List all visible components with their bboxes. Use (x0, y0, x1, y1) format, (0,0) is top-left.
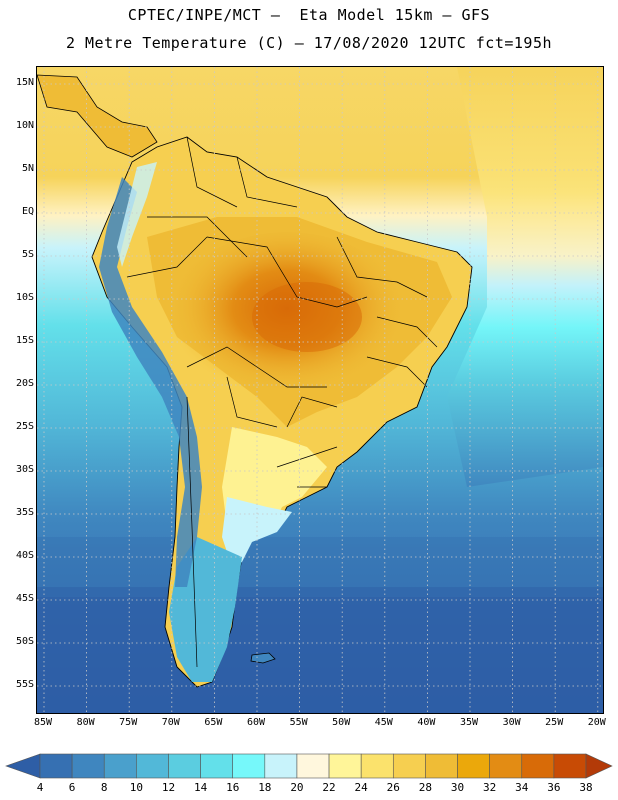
latitude-label: 5S (21, 249, 34, 260)
legend-tick-label: 8 (100, 781, 108, 794)
legend-swatch (200, 753, 234, 779)
legend-swatch (168, 753, 201, 779)
northern-andes-cool (117, 162, 157, 267)
latitude-label: EQ (21, 206, 34, 217)
legend-swatch (232, 753, 266, 779)
longitude-label: 20W (587, 717, 606, 728)
latitude-label: 25S (15, 421, 34, 432)
temperature-map (36, 66, 604, 714)
map-canvas (37, 67, 603, 713)
latitude-label: 35S (15, 507, 34, 518)
longitude-label: 50W (332, 717, 351, 728)
latitude-label: 10S (15, 292, 34, 303)
central-america-land (37, 74, 158, 158)
legend-swatch (392, 753, 426, 779)
legend-tick-label: 22 (322, 781, 336, 794)
longitude-label: 35W (459, 717, 479, 728)
longitude-label: 25W (545, 717, 564, 728)
longitude-label: 80W (76, 717, 95, 728)
legend-swatch (425, 753, 458, 779)
country-borders (126, 136, 438, 668)
southern-ocean-mid-band (37, 537, 603, 597)
legend-tick-label: 28 (418, 781, 433, 794)
legend-tick-label: 16 (226, 781, 240, 794)
legend-tick-label: 6 (68, 781, 76, 794)
legend-arrow-high (585, 753, 613, 779)
legend-swatch (103, 753, 137, 779)
longitude-label: 30W (502, 717, 521, 728)
legend-tick-label: 4 (36, 781, 44, 794)
longitude-label: 75W (119, 717, 138, 728)
legend-swatch (489, 753, 523, 779)
legend-tick-label: 30 (450, 781, 465, 794)
legend-swatch (553, 753, 587, 779)
longitude-label: 45W (374, 717, 393, 728)
longitude-label: 60W (246, 717, 266, 728)
legend-tick-label: 20 (290, 781, 304, 794)
latitude-label: 15N (15, 77, 34, 88)
legend-swatch (296, 753, 330, 779)
legend-swatch (39, 753, 73, 779)
legend-tick-label: 12 (161, 781, 176, 794)
legend-arrow-low (5, 753, 41, 779)
longitude-label: 55W (289, 717, 308, 728)
latitude-label: 5N (21, 163, 34, 174)
legend-swatch (136, 753, 169, 779)
legend-tick-label: 18 (258, 781, 272, 794)
legend-tick-label: 10 (129, 781, 143, 794)
southern-ocean-band (37, 587, 603, 713)
legend-tick-label: 14 (193, 781, 208, 794)
legend-swatch (521, 753, 555, 779)
latitude-label: 55S (15, 679, 34, 690)
atlantic-field (447, 67, 603, 487)
latitude-label: 40S (15, 550, 34, 561)
andes-cold-strip (99, 177, 202, 587)
legend-tick-label: 24 (354, 781, 368, 794)
legend-tick-label: 38 (579, 781, 593, 794)
legend-tick-label: 36 (547, 781, 561, 794)
legend-tick-label: 32 (483, 781, 497, 794)
legend-swatch (457, 753, 490, 779)
legend-swatch (328, 753, 362, 779)
longitude-label: 70W (161, 717, 180, 728)
hottest-core (252, 282, 362, 352)
latitude-label: 50S (15, 636, 34, 647)
latitude-label: 20S (15, 378, 34, 389)
legend-swatch (360, 753, 394, 779)
latitude-label: 10N (15, 120, 34, 131)
title-line-2: 2 Metre Temperature (C) – 17/08/2020 12U… (65, 34, 553, 52)
legend-swatch (71, 753, 105, 779)
legend-swatch (264, 753, 298, 779)
latitude-label: 45S (15, 593, 34, 604)
latitude-label: 30S (15, 464, 34, 475)
falkland-islands (250, 652, 276, 664)
latitude-label: 15S (15, 335, 34, 346)
longitude-label: 40W (417, 717, 436, 728)
longitude-label: 65W (204, 717, 223, 728)
title-line-1: CPTEC/INPE/MCT – Eta Model 15km – GFS (127, 6, 491, 24)
longitude-label: 85W (33, 717, 53, 728)
legend-tick-label: 34 (515, 781, 529, 794)
legend-tick-label: 26 (386, 781, 400, 794)
